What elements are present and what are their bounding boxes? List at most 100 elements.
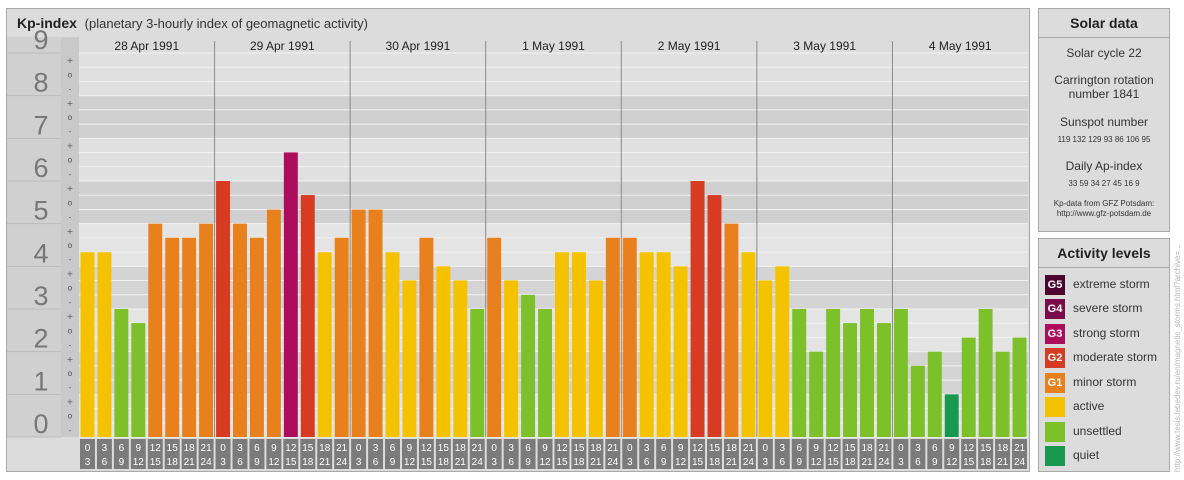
legend-swatch (1045, 446, 1065, 466)
interval-cell (995, 439, 1011, 469)
minor-tick-mark: + (67, 355, 74, 364)
legend-swatch: G3 (1045, 324, 1065, 344)
legend-swatch (1045, 397, 1065, 417)
interval-cell (503, 439, 519, 469)
interval-cell (944, 439, 960, 469)
interval-start-label: 3 (373, 443, 379, 454)
interval-cell (385, 439, 400, 469)
interval-end-label: 12 (675, 457, 687, 468)
interval-end-label: 21 (726, 457, 738, 468)
minor-tick-mark: o (68, 198, 73, 207)
kp-bar (182, 237, 197, 437)
interval-end-label: 21 (184, 457, 196, 468)
minor-tick-mark: - (69, 383, 72, 392)
source-line-1: Kp-data from GFZ Potsdam: (1053, 199, 1155, 208)
interval-cell (469, 439, 485, 469)
interval-start-label: 15 (302, 443, 314, 454)
interval-start-label: 18 (726, 443, 738, 454)
kp-bar (131, 323, 146, 437)
interval-start-label: 3 (508, 443, 514, 454)
interval-end-label: 12 (404, 457, 416, 468)
bg-band-8 (79, 53, 1028, 96)
minor-tick-mark: + (67, 312, 74, 321)
interval-cell (80, 439, 95, 469)
kp-bar (656, 252, 671, 437)
interval-cell (96, 439, 112, 469)
interval-end-label: 12 (133, 457, 145, 468)
kp-bar (555, 252, 569, 437)
interval-cell (893, 439, 909, 469)
interval-end-label: 9 (119, 457, 125, 468)
kp-bar (605, 237, 620, 437)
interval-end-label: 24 (1014, 457, 1026, 468)
interval-end-label: 18 (980, 457, 992, 468)
interval-end-label: 3 (220, 457, 226, 468)
minor-tick-mark: + (67, 227, 74, 236)
interval-cell (232, 439, 248, 469)
kp-bar (910, 365, 925, 437)
kp-chart-panel: Kp-index (planetary 3-hourly index of ge… (6, 8, 1030, 472)
interval-end-label: 24 (472, 457, 484, 468)
kp-bar (419, 237, 434, 437)
interval-end-label: 9 (661, 457, 667, 468)
interval-end-label: 18 (167, 457, 179, 468)
minor-tick-mark: + (67, 99, 74, 108)
kp-bar (860, 309, 874, 437)
interval-end-label: 21 (319, 457, 331, 468)
kp-bar (233, 223, 247, 437)
interval-cell (707, 439, 722, 469)
interval-end-label: 6 (779, 457, 785, 468)
kp-bar (673, 266, 688, 437)
interval-cell (113, 439, 129, 469)
interval-end-label: 18 (438, 457, 450, 468)
minor-tick-mark: + (67, 269, 74, 278)
interval-end-label: 18 (709, 457, 721, 468)
interval-cell (215, 439, 231, 469)
y-tick-label: 4 (33, 238, 48, 268)
kp-bar (80, 252, 95, 437)
minor-tick-mark: o (68, 326, 73, 335)
day-label: 3 May 1991 (793, 39, 856, 53)
y-tick-label: 9 (33, 25, 48, 55)
ap-index-values: 33 59 34 27 45 16 9 (1068, 179, 1140, 188)
interval-cell (554, 439, 570, 469)
interval-end-label: 3 (898, 457, 904, 468)
day-label: 4 May 1991 (929, 39, 992, 53)
interval-cell (723, 439, 739, 469)
kp-bar (893, 309, 908, 437)
interval-start-label: 0 (898, 443, 904, 454)
kp-bar (148, 223, 163, 437)
legend-label: minor storm (1073, 375, 1137, 389)
interval-cell (266, 439, 282, 469)
interval-cell (435, 439, 451, 469)
interval-cell (978, 439, 994, 469)
interval-end-label: 24 (201, 457, 213, 468)
interval-cell (283, 439, 299, 469)
interval-start-label: 15 (709, 443, 721, 454)
minor-tick-mark: - (69, 170, 72, 179)
interval-cell (164, 439, 180, 469)
carrington-line-2: number 1841 (1068, 87, 1140, 101)
solar-data-panel: Solar data Solar cycle 22 Carrington rot… (1038, 8, 1170, 232)
interval-cell (774, 439, 790, 469)
interval-start-label: 0 (220, 443, 226, 454)
interval-start-label: 0 (491, 443, 497, 454)
ap-index-title: Daily Ap-index (1065, 159, 1143, 173)
interval-end-label: 9 (254, 457, 260, 468)
interval-end-label: 3 (85, 457, 91, 468)
interval-start-label: 3 (779, 443, 785, 454)
day-label: 28 Apr 1991 (114, 39, 179, 53)
interval-start-label: 0 (356, 443, 362, 454)
legend-label: severe storm (1073, 301, 1143, 315)
kp-bar (724, 223, 739, 437)
minor-tick-mark: + (67, 397, 74, 406)
kp-bar (538, 309, 552, 437)
legend-label: moderate storm (1073, 350, 1158, 364)
kp-bar (487, 237, 502, 437)
kp-bar (809, 351, 824, 437)
chart-title-main: Kp-index (17, 15, 77, 31)
interval-start-label: 12 (963, 443, 975, 454)
interval-start-label: 0 (763, 443, 769, 454)
interval-start-label: 21 (472, 443, 484, 454)
interval-end-label: 18 (845, 457, 857, 468)
